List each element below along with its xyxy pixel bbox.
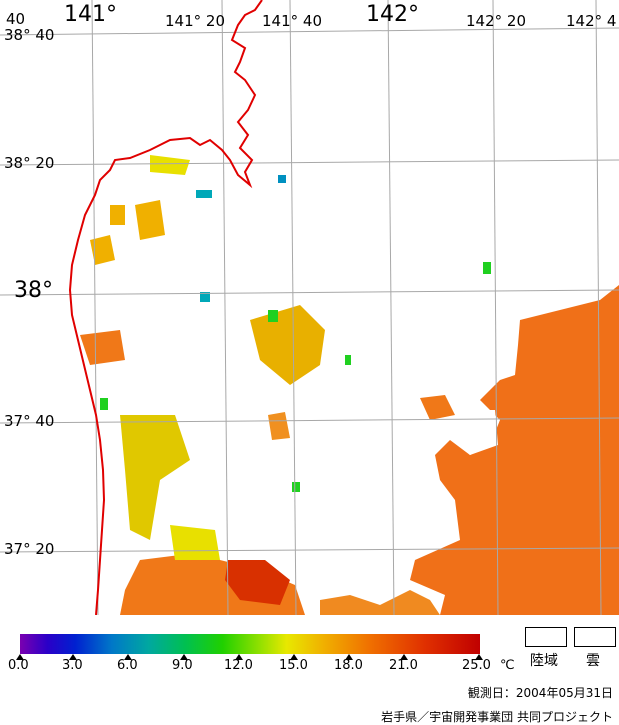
green-pixel <box>292 482 300 492</box>
coastal-patch <box>150 155 190 175</box>
green-pixel <box>268 310 278 322</box>
temperature-colorbar <box>20 634 480 654</box>
coastal-patch <box>250 305 325 385</box>
colorbar-tick <box>290 654 298 660</box>
colorbar-tick <box>124 654 132 660</box>
cyan-pixel <box>200 292 210 302</box>
temperature-unit: ℃ <box>500 658 515 673</box>
colorbar-tick-label: 21.0 <box>389 658 418 673</box>
coastal-patch <box>420 395 455 420</box>
coastal-patch <box>110 205 125 225</box>
warm-water-south-bay <box>320 590 440 615</box>
colorbar-tick <box>400 654 408 660</box>
colorbar-tick-label: 6.0 <box>117 658 138 673</box>
colorbar-tick <box>235 654 243 660</box>
lat-label-37-20: 37° 20 <box>4 540 55 558</box>
lat-label-38-40: 38° 40 <box>4 26 55 44</box>
lat-label-37-40: 37° 40 <box>4 412 55 430</box>
cyan-pixel <box>196 190 212 198</box>
colorbar-tick-label: 9.0 <box>172 658 193 673</box>
lon-label-141-20: 141° 20 <box>165 12 225 30</box>
hot-spot <box>225 560 290 605</box>
green-pixel <box>100 398 108 410</box>
lon-label-142-40: 142° 4 <box>566 12 617 30</box>
coastal-patch <box>80 330 125 365</box>
map-canvas <box>0 0 619 616</box>
land-legend-label: 陸域 <box>530 653 558 669</box>
coastal-patch <box>135 200 165 240</box>
corner-label: 40 <box>6 10 26 28</box>
lon-label-141: 141° <box>64 2 117 27</box>
colorbar-tick-label: 25.0 <box>462 658 491 673</box>
lon-label-141-40: 141° 40 <box>262 12 322 30</box>
colorbar-tick <box>16 654 24 660</box>
lat-label-38: 38° <box>14 278 53 303</box>
credit-text: 岩手県／宇宙開発事業団 共同プロジェクト <box>381 710 613 724</box>
coastal-patch <box>90 235 115 265</box>
graticule <box>0 0 619 616</box>
coastal-patch <box>120 415 190 540</box>
cyan-pixel <box>278 175 286 183</box>
colorbar-tick-label: 18.0 <box>334 658 363 673</box>
sst-map: 141° 141° 20 141° 40 142° 142° 20 142° 4… <box>0 0 619 616</box>
green-pixel <box>345 355 351 365</box>
observation-date: 観測日：2004年05月31日 <box>467 686 613 700</box>
colorbar-tick-label: 0.0 <box>8 658 29 673</box>
lat-label-38-20: 38° 20 <box>4 154 55 172</box>
colorbar-tick-label: 15.0 <box>279 658 308 673</box>
coastline <box>68 0 263 616</box>
green-pixel <box>483 262 491 274</box>
colorbar-tick <box>345 654 353 660</box>
colorbar-tick-label: 3.0 <box>62 658 83 673</box>
colorbar-tick <box>69 654 77 660</box>
land-legend-swatch <box>525 627 567 647</box>
lon-label-142-20: 142° 20 <box>466 12 526 30</box>
warm-water-region <box>410 285 619 615</box>
cloud-legend-label: 雲 <box>586 653 600 669</box>
cloud-legend-swatch <box>574 627 616 647</box>
colorbar-tick <box>475 654 483 660</box>
colorbar-tick <box>180 654 188 660</box>
cloud-gap <box>455 410 498 455</box>
colorbar-tick-label: 12.0 <box>224 658 253 673</box>
coastal-patch <box>268 412 290 440</box>
lon-label-142: 142° <box>366 2 419 27</box>
coastal-patch <box>170 525 220 560</box>
